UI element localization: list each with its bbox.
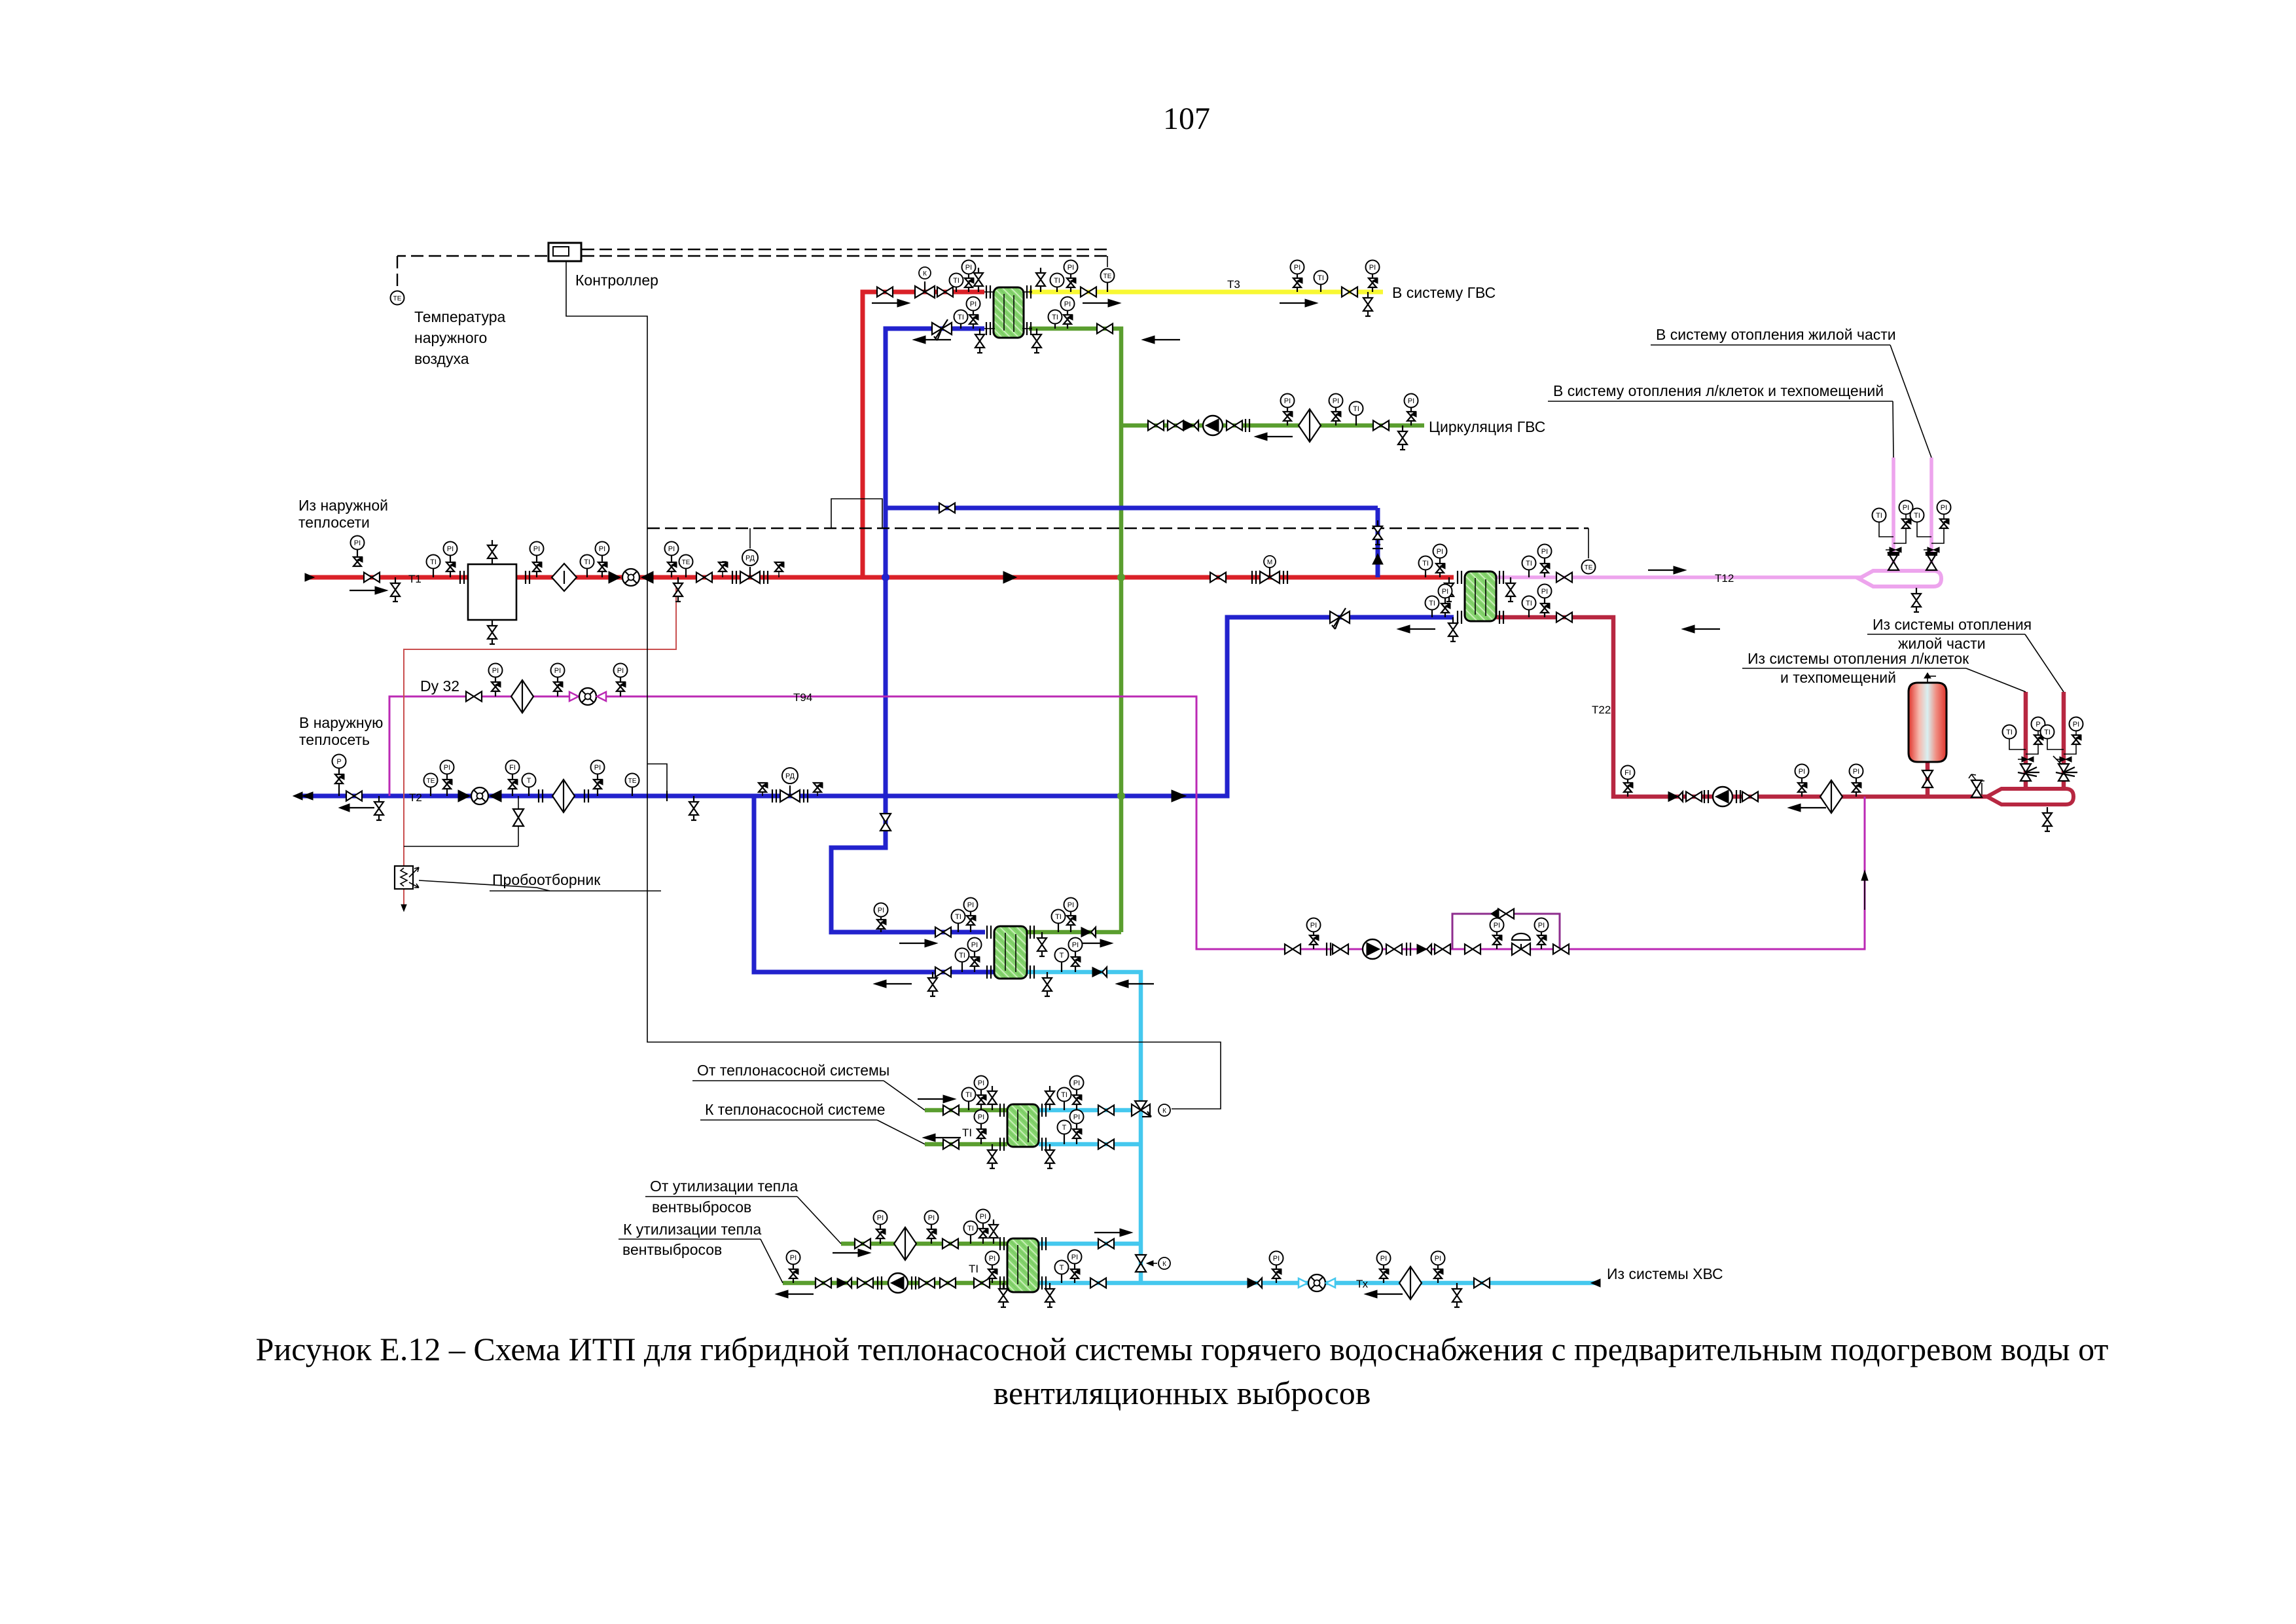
svg-text:В систему ГВС: В систему ГВС [1392,284,1496,301]
svg-text:От утилизации тепла: От утилизации тепла [650,1178,798,1195]
svg-text:вентвыбросов: вентвыбросов [622,1241,722,1258]
svg-text:вентиляционных выбросов: вентиляционных выбросов [994,1375,1371,1411]
svg-text:От теплонасосной системы: От теплонасосной системы [697,1062,889,1079]
svg-text:TI: TI [962,1127,972,1139]
svg-text:К теплонасосной системе: К теплонасосной системе [705,1101,886,1118]
svg-text:Температура: Температура [414,308,506,325]
svg-text:107: 107 [1163,101,1210,136]
svg-text:Рисунок Е.12 – Схема ИТП для г: Рисунок Е.12 – Схема ИТП для гибридной т… [256,1331,2109,1367]
svg-text:воздуха: воздуха [414,350,469,367]
svg-text:жилой части: жилой части [1898,635,1986,652]
svg-text:Контроллер: Контроллер [575,272,658,289]
svg-text:теплосеть: теплосеть [299,731,370,748]
svg-text:Из системы ХВС: Из системы ХВС [1607,1265,1723,1282]
svg-text:К утилизации тепла: К утилизации тепла [623,1221,761,1238]
svg-text:Dy 32: Dy 32 [420,677,459,695]
svg-text:наружного: наружного [414,329,487,346]
svg-text:Из системы отопления л/клет: Из системы отопления л/клеток [1748,650,1969,667]
svg-text:Пробоотборник: Пробоотборник [492,871,601,888]
svg-text:Т94: Т94 [793,691,812,704]
svg-text:В систему отопления л/клето: В систему отопления л/клеток и техпомеще… [1553,382,1884,399]
svg-text:В систему отопления жилой: В систему отопления жилой части [1656,326,1896,343]
svg-text:TI: TI [969,1263,978,1275]
svg-text:Циркуляция ГВС: Циркуляция ГВС [1429,418,1545,435]
svg-text:Т12: Т12 [1715,572,1734,585]
svg-text:Т1: Т1 [408,573,422,585]
svg-text:Т2: Т2 [409,791,422,804]
svg-text:и техпомещений: и техпомещений [1780,669,1896,686]
svg-text:Из наружной: Из наружной [298,497,388,514]
svg-text:Тх: Тх [1356,1278,1369,1290]
svg-text:Из системы отопления: Из системы отопления [1873,616,2032,633]
svg-text:теплосети: теплосети [298,514,370,531]
svg-text:Т3: Т3 [1227,278,1240,291]
svg-text:вентвыбросов: вентвыбросов [652,1199,751,1216]
svg-text:Т22: Т22 [1592,704,1611,716]
svg-text:В наружную: В наружную [299,714,383,731]
